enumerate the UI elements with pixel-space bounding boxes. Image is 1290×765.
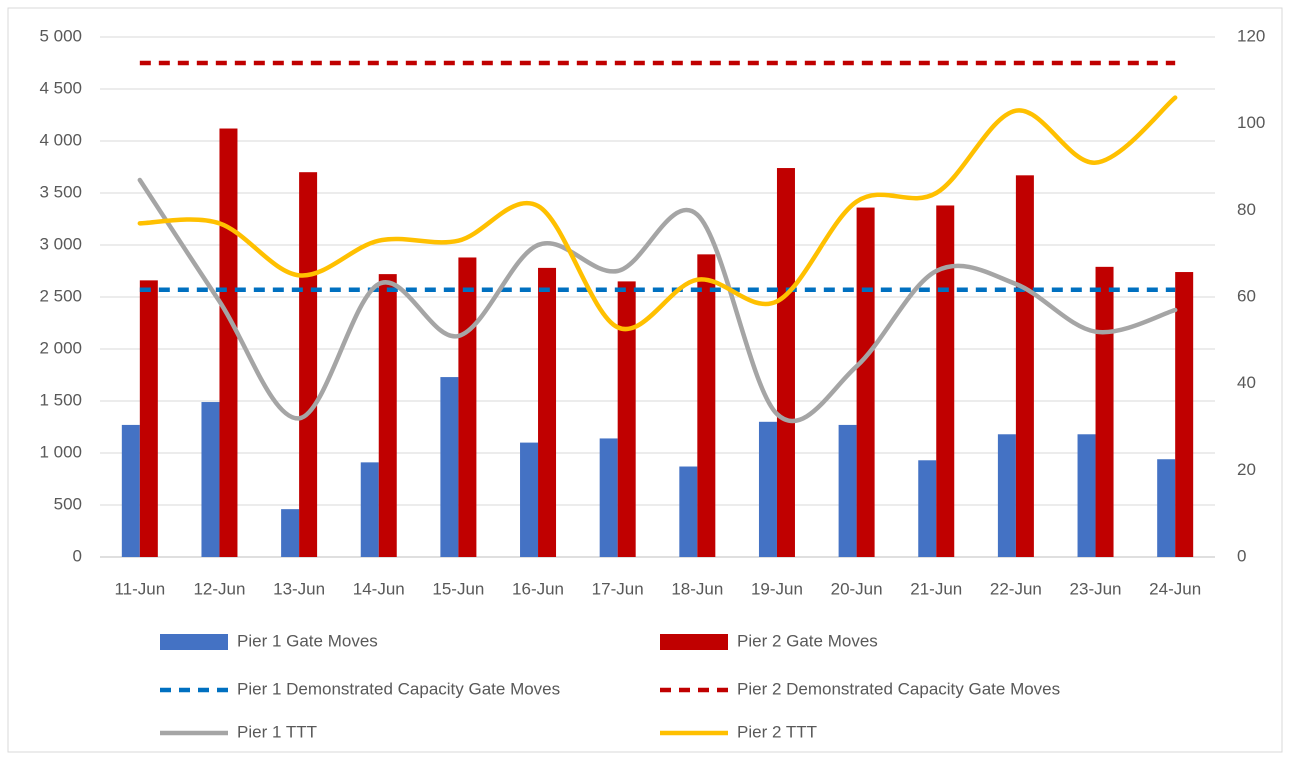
x-tick-label: 23-Jun [1070, 579, 1122, 598]
y-tick-label: 3 500 [39, 182, 82, 201]
bar [1077, 434, 1096, 557]
x-tick-label: 14-Jun [353, 579, 405, 598]
bar [219, 128, 238, 557]
y-tick-label: 500 [54, 494, 82, 513]
y-tick-label: 2 500 [39, 286, 82, 305]
legend-label: Pier 1 Demonstrated Capacity Gate Moves [237, 679, 560, 698]
y-tick-label: 2 000 [39, 338, 82, 357]
y2-tick-label: 80 [1237, 200, 1256, 219]
x-tick-label: 16-Jun [512, 579, 564, 598]
legend-label: Pier 1 Gate Moves [237, 631, 378, 650]
bar [299, 172, 318, 557]
bar [121, 424, 140, 557]
y-tick-label: 3 000 [39, 234, 82, 253]
legend-label: Pier 2 Gate Moves [737, 631, 878, 650]
bar [679, 466, 698, 557]
bar [440, 377, 459, 557]
bar [281, 509, 300, 557]
y-tick-label: 4 000 [39, 130, 82, 149]
legend-swatch [660, 634, 728, 650]
bar [1157, 459, 1176, 557]
bar [378, 274, 397, 557]
x-tick-label: 19-Jun [751, 579, 803, 598]
bar [1175, 272, 1194, 557]
bar [918, 460, 937, 557]
x-tick-label: 21-Jun [910, 579, 962, 598]
bar [936, 205, 955, 558]
y-tick-label: 0 [73, 546, 82, 565]
bar [838, 424, 857, 557]
x-tick-label: 18-Jun [671, 579, 723, 598]
bar [856, 207, 875, 557]
x-tick-label: 24-Jun [1149, 579, 1201, 598]
x-tick-label: 15-Jun [432, 579, 484, 598]
y2-tick-label: 120 [1237, 26, 1265, 45]
y2-tick-label: 40 [1237, 373, 1256, 392]
y2-tick-label: 100 [1237, 113, 1265, 132]
line-series [137, 95, 1178, 332]
y2-tick-label: 60 [1237, 286, 1256, 305]
x-tick-label: 17-Jun [592, 579, 644, 598]
legend-label: Pier 2 TTT [737, 722, 817, 741]
y-tick-label: 1 000 [39, 442, 82, 461]
bar [1015, 175, 1034, 557]
bar [1095, 266, 1114, 557]
bar [997, 434, 1016, 557]
y-tick-label: 5 000 [39, 26, 82, 45]
legend-label: Pier 1 TTT [237, 722, 317, 741]
x-tick-label: 12-Jun [193, 579, 245, 598]
y2-tick-label: 20 [1237, 460, 1256, 479]
x-tick-label: 13-Jun [273, 579, 325, 598]
y2-tick-label: 0 [1237, 546, 1246, 565]
bar [139, 280, 158, 557]
legend-label: Pier 2 Demonstrated Capacity Gate Moves [737, 679, 1060, 698]
bar [617, 281, 636, 557]
bar [538, 267, 557, 557]
bar [458, 257, 477, 557]
line-series [137, 177, 1178, 424]
bar [697, 254, 716, 558]
x-tick-label: 22-Jun [990, 579, 1042, 598]
x-tick-label: 20-Jun [831, 579, 883, 598]
x-tick-label: 11-Jun [114, 579, 165, 598]
bar [776, 168, 795, 558]
bar [758, 421, 777, 557]
bar [360, 462, 379, 557]
bar [599, 438, 618, 557]
y-tick-label: 4 500 [39, 78, 82, 97]
bar [520, 442, 539, 557]
y-tick-label: 1 500 [39, 390, 82, 409]
bar [201, 402, 220, 557]
legend-swatch [160, 634, 228, 650]
